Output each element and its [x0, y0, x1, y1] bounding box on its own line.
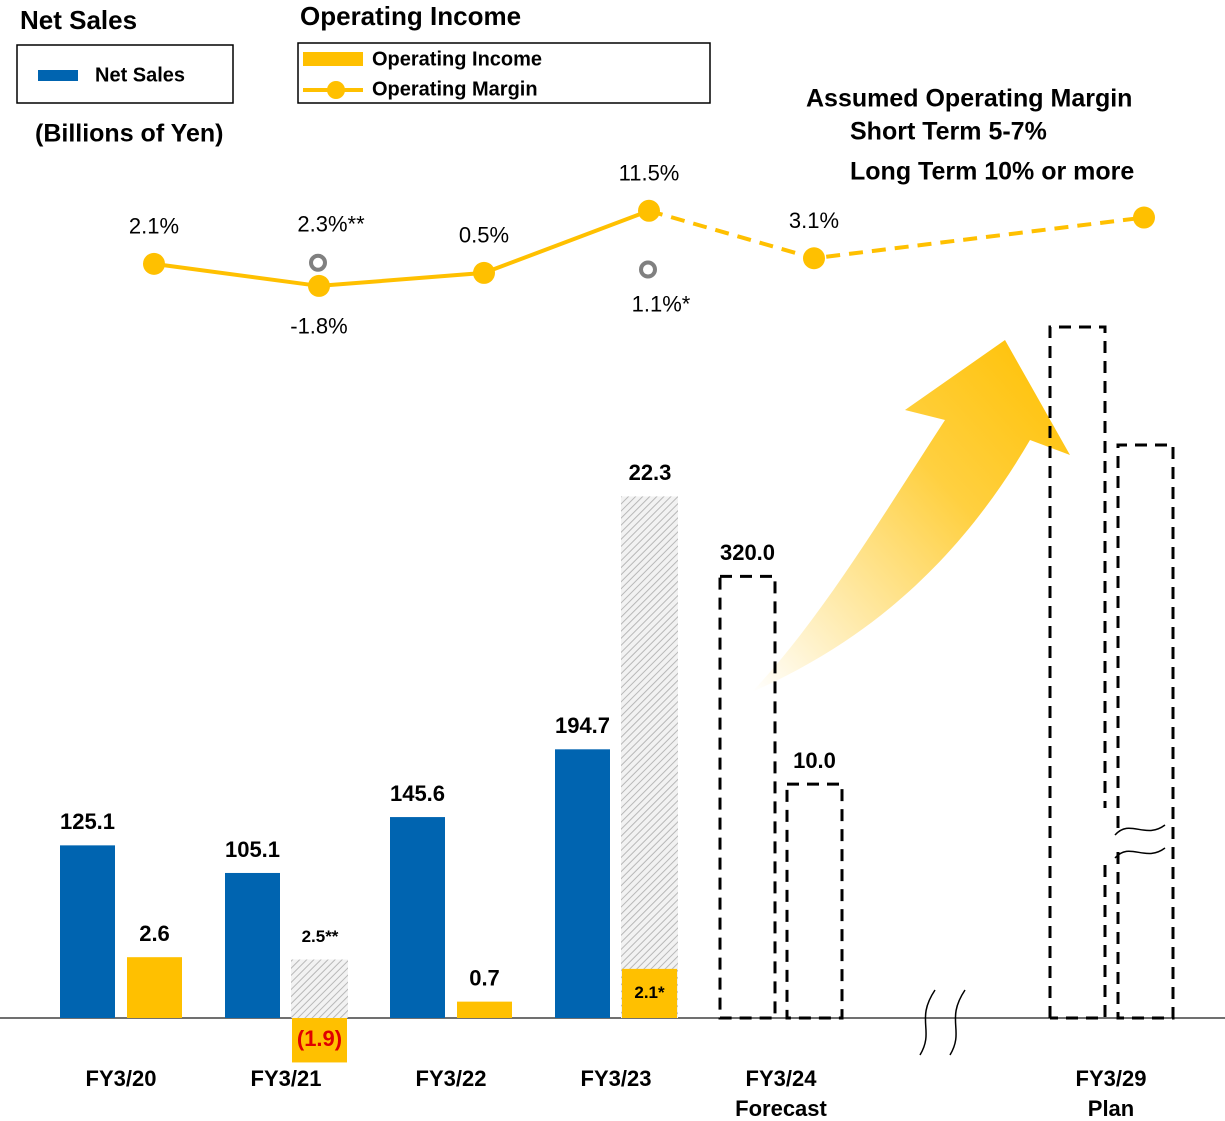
income-bar: [787, 784, 842, 1018]
adjusted-margin-point: [641, 263, 655, 277]
adjusted-bar: [291, 960, 348, 1018]
net-sales-bar: [390, 817, 445, 1018]
value-label: 2.6: [139, 921, 170, 946]
net-sales-bar: [225, 873, 280, 1018]
value-label: 1.1%*: [632, 291, 691, 316]
value-label: 2.5**: [302, 927, 339, 946]
legend-swatch: [38, 70, 78, 81]
net-sales-bar: [555, 749, 610, 1018]
margin-line: [154, 211, 649, 286]
value-label: 2.1*: [634, 983, 665, 1002]
break-mark: [1115, 825, 1165, 858]
margin-point: [638, 200, 660, 222]
legend-label: Operating Margin: [372, 78, 538, 100]
x-tick-label: FY3/24: [746, 1066, 818, 1091]
x-tick-label: FY3/20: [86, 1066, 157, 1091]
growth-arrow: [752, 340, 1070, 692]
income-bar: [457, 1002, 512, 1018]
value-label: 0.7: [469, 965, 500, 990]
margin-point: [308, 275, 330, 297]
legend-swatch: [303, 52, 363, 66]
axis-break: [920, 990, 965, 1055]
x-tick-note: Forecast: [735, 1096, 827, 1121]
value-label: 10.0: [793, 748, 836, 773]
value-label: 145.6: [390, 781, 445, 806]
value-label: -1.8%: [290, 314, 347, 339]
legend-title: Operating Income: [300, 1, 521, 31]
x-tick-note: Plan: [1088, 1096, 1134, 1121]
income-bar: [127, 957, 182, 1018]
net-sales-bar: [720, 576, 775, 1018]
value-label: 0.5%: [459, 223, 509, 248]
margin-point: [803, 247, 825, 269]
net-sales-bar: [60, 845, 115, 1018]
adjusted-bar: [621, 496, 678, 1018]
value-label: 2.1%: [129, 214, 179, 239]
plan-boxes: [1050, 327, 1173, 1018]
x-tick-label: FY3/21: [251, 1066, 322, 1091]
value-label: 3.1%: [789, 208, 839, 233]
unit-note: (Billions of Yen): [35, 120, 223, 148]
value-label: (1.9): [297, 1026, 342, 1051]
adjusted-margin-point: [311, 256, 325, 270]
annotation: Assumed Operating Margin: [806, 85, 1132, 113]
legend-marker: [327, 81, 345, 99]
margin-point: [143, 253, 165, 275]
value-label: 320.0: [720, 540, 775, 565]
annotation: Short Term 5-7%: [850, 118, 1047, 146]
annotation: Long Term 10% or more: [850, 158, 1134, 186]
value-label: 11.5%: [619, 161, 680, 186]
x-tick-label: FY3/23: [581, 1066, 652, 1091]
value-label: 194.7: [555, 713, 610, 738]
margin-point: [1133, 207, 1155, 229]
x-tick-label: FY3/22: [416, 1066, 487, 1091]
legend-label: Net Sales: [95, 64, 185, 86]
legend-title: Net Sales: [20, 5, 137, 35]
margin-point: [473, 262, 495, 284]
value-label: 105.1: [225, 837, 280, 862]
legend-label: Operating Income: [372, 48, 542, 70]
x-tick-label: FY3/29: [1076, 1066, 1147, 1091]
margin-line: [649, 211, 1144, 258]
page: {"chart_data": { "type": "bar-line", "le…: [0, 0, 1225, 1121]
chart: Net Sales Net Sales Operating Income Ope…: [0, 0, 1225, 1121]
value-label: 125.1: [60, 809, 115, 834]
value-label: 2.3%**: [297, 212, 365, 237]
value-label: 22.3: [629, 460, 672, 485]
